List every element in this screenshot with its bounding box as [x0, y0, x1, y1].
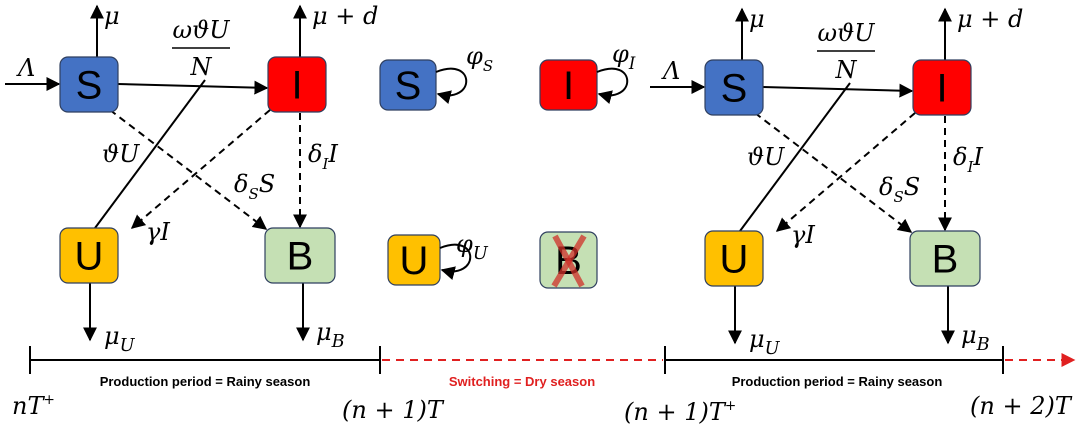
compartment-label: U — [75, 235, 104, 279]
timeline: Production period = Rainy season Switchi… — [29, 346, 1076, 389]
math-tail: I — [972, 143, 983, 171]
math-sup: + — [725, 398, 736, 414]
math-base: μ — [316, 318, 332, 346]
period-label: Switching = Dry season — [449, 374, 595, 389]
compartment-box — [264, 227, 336, 284]
math-tail: I — [327, 140, 338, 168]
math-label: γI — [146, 218, 170, 246]
compartment-label: S — [721, 67, 748, 111]
math-label: N — [190, 53, 213, 81]
period-label: Production period = Rainy season — [732, 374, 943, 389]
math-tail: S — [259, 170, 275, 198]
compartment-label: U — [400, 239, 429, 283]
math-label: δII — [308, 140, 338, 173]
math-sub: U — [120, 336, 136, 356]
compartment-box — [387, 234, 441, 286]
compartment-box — [267, 56, 327, 113]
math-sub: S — [248, 185, 258, 203]
math-sub: S — [483, 57, 493, 75]
math-label: φU — [456, 230, 489, 264]
arrow — [739, 82, 851, 232]
cross-mark — [551, 234, 587, 288]
math-base: φ — [612, 40, 629, 68]
math-sup: + — [43, 392, 54, 408]
arrow — [94, 79, 206, 229]
compartment-label: S — [395, 64, 422, 108]
math-label: γI — [791, 221, 815, 249]
math-label: ϑU — [102, 140, 140, 168]
math-base: nT — [12, 392, 45, 420]
dashed-arrow — [130, 109, 271, 229]
math-label: (n + 1)T — [342, 396, 445, 424]
math-label: δII — [953, 143, 983, 176]
math-base: (n + 1)T — [624, 398, 727, 426]
math-label: μB — [961, 321, 990, 355]
math-label: (n + 2)T — [970, 392, 1073, 420]
math-label: nT+ — [12, 392, 55, 420]
math-label: μB — [316, 318, 345, 352]
compartment-label: B — [932, 238, 959, 282]
math-sub: S — [893, 188, 903, 206]
math-label: μU — [104, 322, 136, 356]
math-sub: I — [321, 155, 329, 173]
math-base: δ — [234, 170, 248, 198]
compartment-box — [59, 56, 119, 113]
compartment-label: B — [287, 235, 314, 279]
compartment-box — [704, 59, 764, 116]
compartment-box — [912, 59, 972, 116]
math-sub: I — [966, 158, 974, 176]
math-label: φI — [612, 40, 636, 73]
math-label: φS — [466, 42, 493, 75]
math-sub: B — [976, 335, 990, 355]
compartment-box — [704, 230, 764, 287]
compartment-box — [59, 227, 119, 284]
self-loop — [439, 243, 472, 280]
math-label: (n + 1)T+ — [624, 398, 736, 426]
math-sub: B — [331, 332, 345, 352]
math-label: ϑU — [747, 143, 785, 171]
math-base: μ — [749, 325, 765, 353]
math-sub: U — [473, 244, 489, 264]
math-base: μ — [961, 321, 977, 349]
self-loop — [596, 67, 629, 104]
math-tail: S — [904, 173, 920, 201]
compartment-box — [539, 59, 598, 111]
math-label: δSS — [879, 173, 920, 206]
math-base: φ — [466, 42, 483, 70]
math-base: φ — [456, 230, 473, 258]
compartment-label: I — [563, 64, 574, 108]
compartment-label: U — [720, 238, 749, 282]
compartment-label: I — [936, 67, 947, 111]
math-label: μ — [749, 5, 765, 33]
math-sub: U — [765, 339, 781, 359]
math-label: μ — [104, 2, 120, 30]
dashed-arrow — [109, 109, 268, 230]
math-label: δSS — [234, 170, 275, 203]
math-label: ωϑU — [173, 16, 231, 44]
math-label: ωϑU — [818, 19, 876, 47]
math-label: N — [835, 56, 858, 84]
math-label: μ + d — [312, 2, 378, 30]
math-base: δ — [879, 173, 893, 201]
math-base: δ — [308, 140, 322, 168]
self-loop — [435, 67, 468, 104]
compartment-label: S — [76, 64, 103, 108]
compartment-box — [379, 59, 437, 111]
math-sub: I — [628, 54, 636, 73]
period-label: Production period = Rainy season — [100, 374, 311, 389]
arrow — [762, 83, 914, 98]
math-label: μ + d — [957, 5, 1023, 33]
math-label: Λ — [16, 54, 35, 82]
dashed-arrow — [754, 112, 913, 233]
dashed-arrow — [775, 112, 916, 232]
math-base: μ — [104, 322, 120, 350]
math-label: Λ — [661, 57, 680, 85]
arrow — [117, 80, 269, 95]
compartment-label: I — [291, 64, 302, 108]
math-label: μU — [749, 325, 781, 359]
compartment-box — [909, 230, 981, 287]
math-base: δ — [953, 143, 967, 171]
